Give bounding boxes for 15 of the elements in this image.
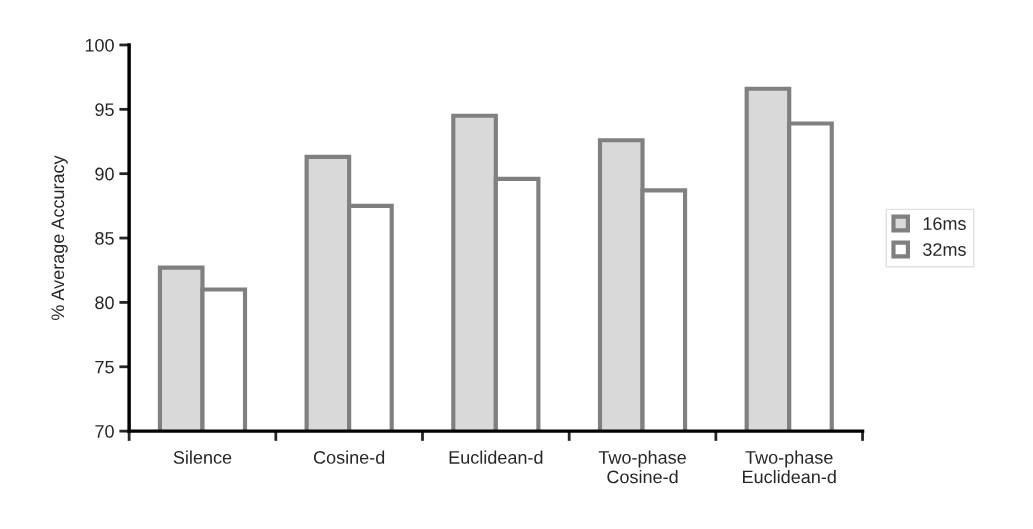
y-tick-label: 80: [95, 296, 114, 310]
y-tick-label: 70: [95, 425, 114, 438]
y-tick-label: 95: [95, 103, 114, 117]
x-tick-label: Cosine-d: [313, 450, 385, 464]
x-tick-label: Silence: [173, 450, 232, 464]
x-tick-label: Euclidean-d: [449, 450, 543, 464]
y-axis-title: % Average Accuracy: [51, 155, 68, 321]
y-tick-label: 75: [95, 360, 114, 374]
y-tick-label: 100: [85, 38, 114, 52]
legend-label: 32ms: [923, 243, 966, 256]
y-tick-label: 85: [95, 231, 114, 245]
y-tick-label: 90: [95, 167, 114, 181]
x-tick-label: Two-phase Cosine-d: [598, 450, 686, 484]
legend-label: 16ms: [923, 217, 966, 230]
x-tick-label: Two-phase Euclidean-d: [743, 450, 836, 484]
